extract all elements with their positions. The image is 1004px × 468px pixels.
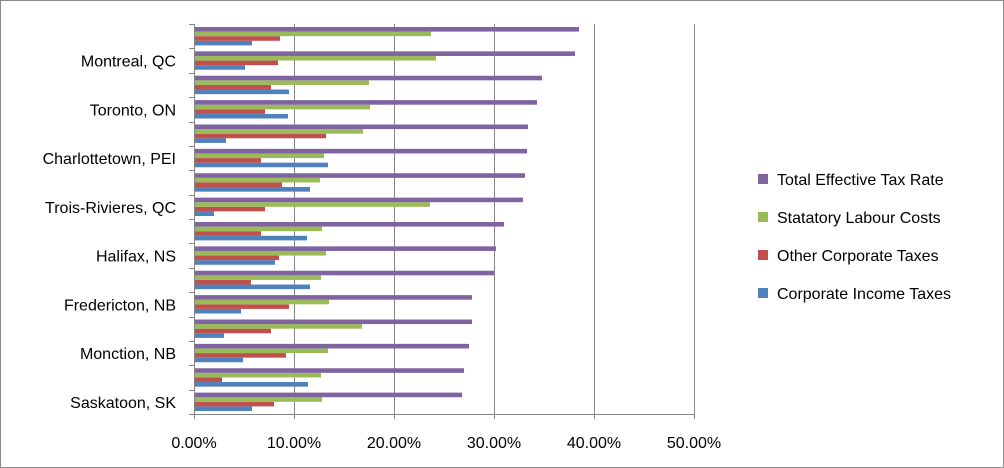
- x-tick-label: 10.00%: [267, 435, 321, 452]
- bar: [194, 304, 289, 309]
- bar: [194, 197, 523, 203]
- bar: [194, 382, 308, 387]
- category-label: Charlottetown, PEI: [43, 151, 176, 168]
- bar: [194, 202, 430, 207]
- bar: [194, 51, 575, 56]
- bar: [194, 299, 329, 305]
- bar: [194, 333, 224, 338]
- bar: [194, 80, 369, 85]
- bar: [194, 153, 324, 159]
- bar: [194, 60, 278, 66]
- bar: [194, 275, 321, 280]
- bar: [194, 295, 472, 300]
- bar: [194, 397, 322, 402]
- bar: [194, 124, 528, 130]
- bar: [194, 368, 464, 373]
- bar: [194, 65, 245, 70]
- bar: [194, 319, 472, 325]
- bar: [194, 401, 274, 407]
- bar: [194, 235, 307, 241]
- bar: [194, 100, 537, 105]
- category-label: Monction, NB: [80, 346, 176, 363]
- x-tick-label: 20.00%: [367, 435, 421, 452]
- bar: [194, 104, 370, 110]
- bar: [194, 343, 469, 349]
- x-tick-label: 50.00%: [667, 435, 721, 452]
- bar: [194, 260, 275, 265]
- category-labels: Saskatoon, SK Monction, NB Fredericton, NB…: [43, 54, 177, 412]
- legend-swatch: [758, 288, 768, 298]
- x-tick-labels: 0.00% 10.00% 20.00% 30.00% 40.00% 50.00%: [171, 435, 721, 452]
- x-tick-label: 0.00%: [171, 435, 216, 452]
- bar: [194, 377, 222, 383]
- legend-label: Corporate Income Taxes: [777, 286, 951, 303]
- legend-label: Statatory Labour Costs: [777, 210, 941, 227]
- bar: [194, 36, 280, 41]
- category-label: Trois-Rivieres, QC: [45, 200, 176, 217]
- legend-swatch: [758, 250, 768, 260]
- category-label: Saskatoon, SK: [70, 395, 176, 412]
- bar: [194, 406, 252, 412]
- bar: [194, 31, 431, 37]
- axes: [189, 24, 695, 419]
- bar: [194, 206, 265, 212]
- bar: [194, 182, 282, 188]
- bar: [194, 392, 462, 398]
- bar: [194, 75, 542, 81]
- bar: [194, 89, 289, 95]
- bar: [194, 250, 326, 256]
- category-label: Toronto, ON: [90, 102, 176, 119]
- bar: [194, 348, 328, 354]
- bar: [194, 55, 436, 61]
- legend-label: Other Corporate Taxes: [777, 248, 939, 265]
- legend-swatch: [758, 174, 768, 184]
- bar: [194, 246, 496, 251]
- bar: [194, 187, 310, 192]
- bar: [194, 133, 326, 139]
- bar: [194, 158, 261, 163]
- bar: [194, 353, 286, 358]
- bar: [194, 129, 363, 134]
- x-tick-label: 40.00%: [567, 435, 621, 452]
- bars: [194, 26, 579, 412]
- bar: [194, 211, 214, 217]
- bar: [194, 284, 310, 290]
- bar: [194, 26, 579, 32]
- bar: [194, 255, 279, 261]
- legend: Total Effective Tax Rate Statatory Labour…: [758, 172, 951, 303]
- bar: [194, 221, 504, 227]
- bar: [194, 324, 362, 329]
- bar: [194, 308, 241, 314]
- bar: [194, 84, 271, 90]
- x-tick-label: 30.00%: [467, 435, 521, 452]
- bar: [194, 270, 494, 276]
- bar: [194, 226, 322, 232]
- category-label: Montreal, QC: [81, 54, 176, 71]
- legend-swatch: [758, 212, 768, 222]
- legend-label: Total Effective Tax Rate: [777, 172, 944, 189]
- bar: [194, 109, 265, 114]
- bar: [194, 279, 251, 285]
- bar: [194, 173, 525, 178]
- bar: [194, 231, 261, 236]
- bar: [194, 177, 320, 183]
- bar: [194, 138, 226, 143]
- bar: [194, 328, 271, 334]
- bar: [194, 40, 252, 46]
- bar: [194, 162, 328, 168]
- bar: [194, 357, 243, 363]
- bar: [194, 148, 527, 154]
- bar: [194, 113, 288, 119]
- bar: [194, 372, 321, 378]
- category-label: Fredericton, NB: [64, 297, 176, 314]
- category-label: Halifax, NS: [96, 249, 176, 266]
